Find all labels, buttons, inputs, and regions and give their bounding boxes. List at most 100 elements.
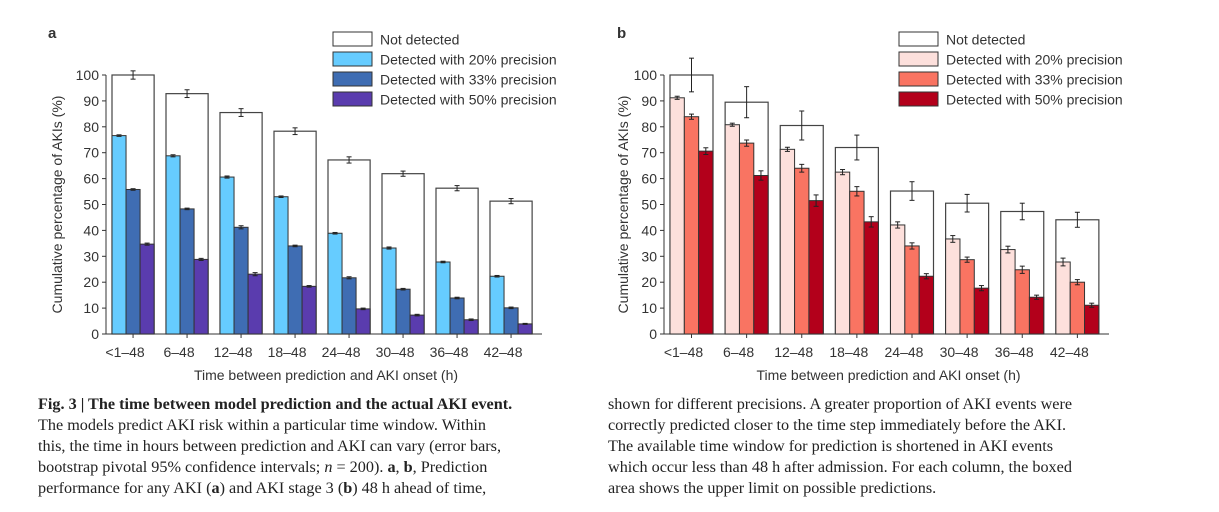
panel-a-legend-swatch: [332, 71, 373, 87]
panel-b-legend-swatch: [898, 31, 939, 47]
caption-text: ) and AKI stage 3 (: [219, 479, 344, 497]
panel-a-x-axis-title: Time between prediction and AKI onset (h…: [194, 367, 458, 383]
caption-text: b: [343, 479, 353, 497]
panel-a-bar-20pct: [327, 232, 343, 335]
panel-a-legend-label: Detected with 33% precision: [380, 72, 557, 88]
panel-b-y-tick-label: 60: [641, 171, 657, 187]
panel-b-x-axis-title: Time between prediction and AKI onset (h…: [756, 367, 1020, 383]
panel-a-bar-50pct: [517, 323, 533, 335]
caption-left-column: Fig. 3 | The time between model predicti…: [38, 394, 512, 499]
panel-a-y-tick-label: 50: [83, 197, 99, 213]
panel-a-legend-label: Not detected: [380, 32, 459, 48]
panel-a-bar-50pct: [463, 319, 479, 335]
panel-a-y-tick-label: 100: [76, 67, 100, 83]
panel-b-bar-20pct: [834, 171, 851, 335]
panel-a-bar-33pct: [233, 226, 249, 335]
caption-text: a: [211, 479, 220, 497]
panel-b-y-tick-label: 50: [641, 197, 657, 213]
panel-b-legend-swatch: [898, 71, 939, 87]
caption-text: area shows the upper limit on possible p…: [608, 479, 937, 497]
caption-text: = 200).: [332, 458, 388, 476]
panel-a-y-tick-label: 0: [91, 326, 99, 342]
caption-line: area shows the upper limit on possible p…: [608, 478, 1072, 499]
panel-a-legend-swatch: [332, 31, 373, 47]
panel-b-bar-20pct: [1055, 261, 1071, 335]
caption-text: The available time window for prediction…: [608, 437, 1054, 455]
panel-a-y-tick-label: 10: [83, 300, 99, 316]
caption-text: The models predict AKI risk within a par…: [38, 416, 487, 434]
panel-a-bar-50pct: [409, 314, 425, 335]
panel-b-x-tick-label: 6–48: [723, 344, 754, 360]
panel-b-y-tick-label: 90: [641, 93, 657, 109]
panel-b-y-axis-title: Cumulative percentage of AKIs (%): [615, 96, 631, 314]
panel-b-bar-20pct: [1000, 249, 1016, 335]
panel-b-legend-swatch: [898, 91, 939, 107]
panel-a-bar-50pct: [139, 243, 155, 335]
panel-b-x-tick-label: 36–48: [995, 344, 1034, 360]
panel-b-x-tick-label: 18–48: [829, 344, 868, 360]
panel-b-bar-33pct: [959, 259, 975, 335]
panel-b-bar-50pct: [1028, 296, 1045, 335]
panel-a-x-tick-label: 24–48: [322, 344, 361, 360]
panel-a-bar-33pct: [449, 297, 465, 335]
caption-text: a: [387, 458, 396, 476]
panel-b-bar-20pct: [779, 148, 796, 335]
panel-a-bar-33pct: [341, 277, 357, 335]
panel-b-bar-50pct: [753, 174, 769, 335]
panel-a-label: a: [48, 25, 57, 42]
caption-right-column: shown for different precisions. A greate…: [608, 394, 1072, 499]
caption-text: n: [324, 458, 333, 476]
panel-b-y-tick-label: 0: [649, 326, 657, 342]
panel-a-bar-20pct: [165, 155, 181, 335]
panel-b-x-tick-label: 24–48: [885, 344, 924, 360]
panel-b-bar-33pct: [738, 142, 755, 335]
panel-b-x-tick-label: 12–48: [774, 344, 813, 360]
panel-a-x-tick-label: 42–48: [484, 344, 523, 360]
panel-a-x-tick-label: <1–48: [105, 344, 145, 360]
caption-text: shown for different precisions. A greate…: [608, 395, 1073, 413]
panel-a-y-tick-label: 20: [83, 274, 99, 290]
panel-a-legend-swatch: [332, 91, 373, 107]
panel-a-legend-label: Detected with 50% precision: [380, 92, 557, 108]
panel-a-x-tick-label: 12–48: [214, 344, 253, 360]
panel-b-x-tick-label: 42–48: [1050, 344, 1089, 360]
caption-line: The models predict AKI risk within a par…: [38, 415, 512, 436]
panel-b-bar-33pct: [1014, 269, 1030, 335]
panel-b-bar-20pct: [890, 224, 906, 335]
panel-a-bar-33pct: [395, 288, 411, 335]
panel-b-bar-50pct: [918, 275, 934, 335]
panel-b-y-tick-label: 10: [641, 300, 657, 316]
panel-a-y-tick-label: 90: [83, 93, 99, 109]
caption-line: which occur less than 48 h after admissi…: [608, 457, 1072, 478]
panel-b-bar-33pct: [1069, 281, 1086, 335]
panel-a-bar-20pct: [381, 247, 397, 335]
panel-a-legend-label: Detected with 20% precision: [380, 52, 557, 68]
caption-line: this, the time in hours between predicti…: [38, 436, 512, 457]
panel-b-legend-swatch: [898, 51, 939, 67]
caption-line: performance for any AKI (a) and AKI stag…: [38, 478, 512, 499]
panel-b-bar-33pct: [794, 167, 810, 335]
panel-a-bar-33pct: [125, 188, 141, 335]
panel-b-bar-50pct: [973, 287, 990, 335]
panel-b-y-tick-label: 30: [641, 248, 657, 264]
panel-b-legend-label: Detected with 20% precision: [946, 52, 1123, 68]
panel-b-y-tick-label: 100: [634, 67, 658, 83]
panel-a-bar-33pct: [179, 208, 195, 335]
caption-text: Fig. 3 | The time between model predicti…: [38, 395, 513, 413]
panel-b-x-tick-label: 30–48: [940, 344, 979, 360]
caption-line: correctly predicted closer to the time s…: [608, 415, 1072, 436]
panel-a-y-tick-label: 30: [83, 248, 99, 264]
caption-text: b: [403, 458, 413, 476]
panel-a-bar-33pct: [503, 307, 519, 335]
panel-b-bar-33pct: [904, 245, 920, 335]
panel-a-y-axis-title: Cumulative percentage of AKIs (%): [49, 96, 65, 314]
panel-a-x-tick-label: 30–48: [376, 344, 415, 360]
panel-b-bar-20pct: [724, 124, 740, 335]
panel-b-bar-50pct: [808, 200, 824, 335]
caption-text: this, the time in hours between predicti…: [38, 437, 501, 455]
caption-text: bootstrap pivotal 95% confidence interva…: [38, 458, 325, 476]
panel-a-bar-50pct: [301, 285, 317, 335]
panel-b-bar-33pct: [849, 190, 865, 335]
caption-text: which occur less than 48 h after admissi…: [608, 458, 1072, 476]
